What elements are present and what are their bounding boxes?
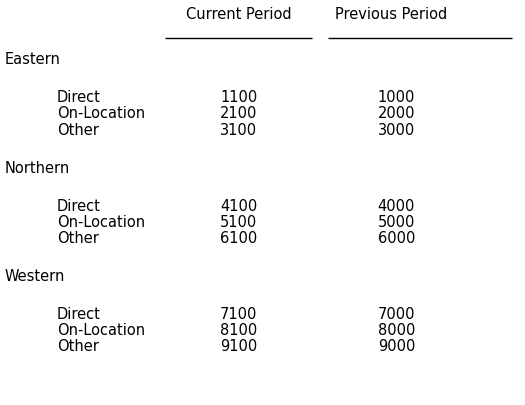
Text: Direct: Direct	[57, 90, 101, 105]
Text: 9000: 9000	[377, 339, 415, 354]
Text: Other: Other	[57, 231, 99, 246]
Text: 9100: 9100	[220, 339, 257, 354]
Text: 6100: 6100	[220, 231, 257, 246]
Text: 2100: 2100	[220, 107, 258, 121]
Text: 1100: 1100	[220, 90, 257, 105]
Text: 8100: 8100	[220, 323, 257, 338]
Text: Direct: Direct	[57, 307, 101, 322]
Text: 4000: 4000	[377, 199, 415, 214]
Text: Current Period: Current Period	[186, 7, 292, 22]
Text: 7000: 7000	[377, 307, 415, 322]
Text: On-Location: On-Location	[57, 323, 145, 338]
Text: 4100: 4100	[220, 199, 257, 214]
Text: Western: Western	[4, 269, 65, 284]
Text: On-Location: On-Location	[57, 107, 145, 121]
Text: 5100: 5100	[220, 215, 257, 230]
Text: On-Location: On-Location	[57, 215, 145, 230]
Text: Other: Other	[57, 123, 99, 138]
Text: Direct: Direct	[57, 199, 101, 214]
Text: 7100: 7100	[220, 307, 258, 322]
Text: 1000: 1000	[377, 90, 415, 105]
Text: Northern: Northern	[4, 161, 69, 176]
Text: 3000: 3000	[378, 123, 415, 138]
Text: 5000: 5000	[377, 215, 415, 230]
Text: 3100: 3100	[220, 123, 257, 138]
Text: 2000: 2000	[377, 107, 415, 121]
Text: Other: Other	[57, 339, 99, 354]
Text: Eastern: Eastern	[4, 52, 60, 67]
Text: 6000: 6000	[377, 231, 415, 246]
Text: Previous Period: Previous Period	[335, 7, 447, 22]
Text: 8000: 8000	[377, 323, 415, 338]
